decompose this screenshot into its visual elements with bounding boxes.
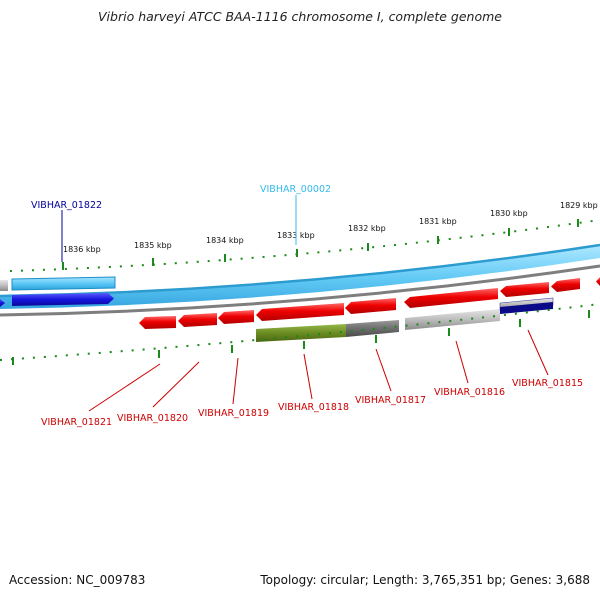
feature-navy[interactable]: [500, 302, 553, 314]
gene-label-vibhar-00002[interactable]: VIBHAR_00002: [260, 184, 331, 195]
gene-label-vibhar-01815[interactable]: VIBHAR_01815: [512, 378, 583, 389]
gene-label-vibhar-01822[interactable]: VIBHAR_01822: [31, 200, 102, 211]
feature-darkgray[interactable]: [346, 320, 399, 337]
gene-vibhar-00002[interactable]: [11, 276, 116, 291]
gene-vibhar-01820[interactable]: [178, 313, 217, 327]
gene-vibhar-01819[interactable]: [218, 310, 254, 324]
gene-vibhar-01817[interactable]: [345, 298, 396, 314]
tick-label: 1831 kbp: [419, 217, 457, 226]
gene-edge-red[interactable]: [596, 277, 600, 286]
gene-vibhar-01822[interactable]: [12, 293, 114, 306]
inner-tick-ring: [0, 303, 600, 361]
tick-label: 1834 kbp: [206, 236, 244, 245]
tick-label: 1836 kbp: [63, 245, 101, 254]
feature-olive[interactable]: [256, 324, 346, 342]
gene-label-vibhar-01820[interactable]: VIBHAR_01820: [117, 413, 188, 424]
gene-vibhar-01816[interactable]: [404, 288, 498, 308]
forward-strand-band: [0, 246, 600, 309]
gene-vibhar-01818[interactable]: [256, 303, 344, 321]
feature-gray[interactable]: [405, 309, 500, 330]
gene-vibhar-01821[interactable]: [139, 316, 176, 329]
gene-label-vibhar-01817[interactable]: VIBHAR_01817: [355, 395, 426, 406]
inner-major-ticks: [12, 310, 590, 365]
tick-label: 1832 kbp: [348, 224, 386, 233]
map-title: Vibrio harveyi ATCC BAA-1116 chromosome …: [98, 9, 502, 24]
gene-feature-red[interactable]: [551, 278, 580, 292]
genome-info-text: Topology: circular; Length: 3,765,351 bp…: [260, 573, 590, 587]
gene-label-vibhar-01819[interactable]: VIBHAR_01819: [198, 408, 269, 419]
gene-label-vibhar-01821[interactable]: VIBHAR_01821: [41, 417, 112, 428]
gene-label-vibhar-01818[interactable]: VIBHAR_01818: [278, 402, 349, 413]
gene-vibhar-01815[interactable]: [500, 282, 549, 297]
tick-label: 1829 kbp: [560, 201, 598, 210]
bottom-label-connectors: [88, 329, 549, 412]
backbone-line: [0, 264, 600, 317]
major-ticks: [62, 219, 579, 270]
gene-left-arrow[interactable]: [0, 299, 5, 307]
tick-label: 1835 kbp: [134, 241, 172, 250]
tick-label: 1830 kbp: [490, 209, 528, 218]
accession-text: Accession: NC_009783: [9, 573, 146, 587]
gene-label-vibhar-01816[interactable]: VIBHAR_01816: [434, 387, 505, 398]
outer-tick-ring: [9, 219, 600, 272]
gene-feature-gray[interactable]: [0, 280, 8, 291]
